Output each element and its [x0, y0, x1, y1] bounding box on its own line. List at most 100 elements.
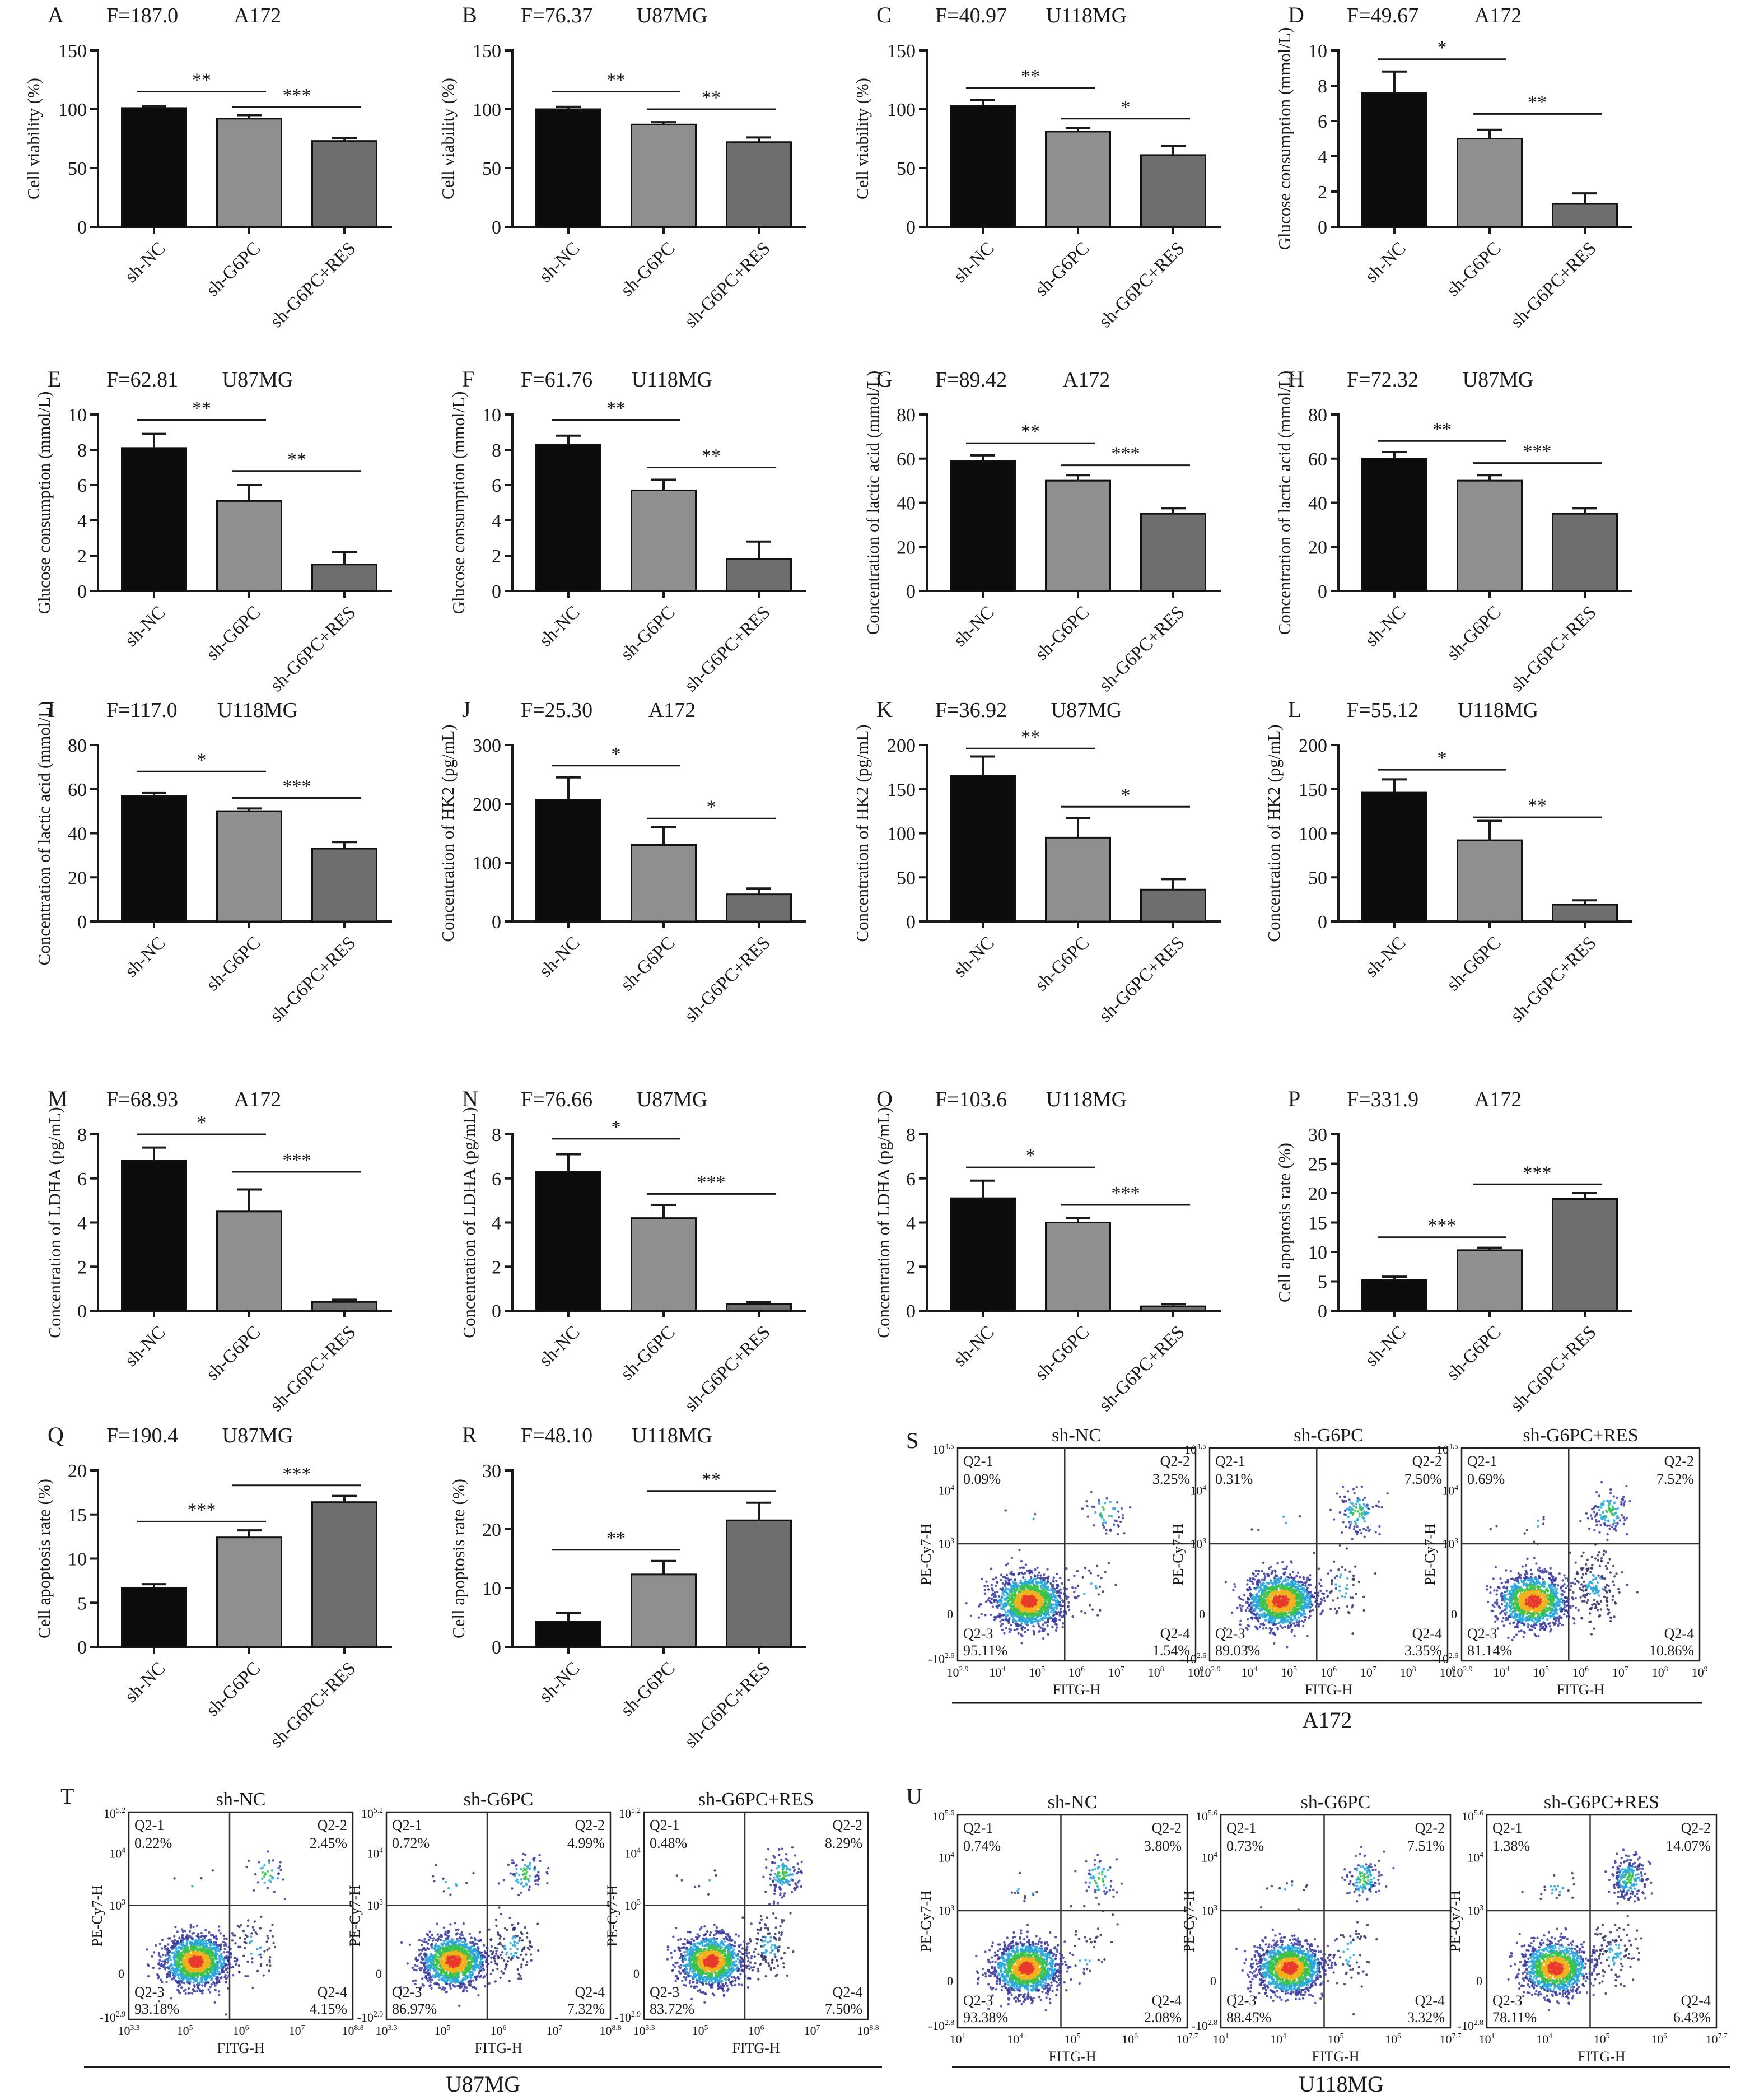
event-dot [1083, 1592, 1086, 1595]
event-dot [1044, 1607, 1047, 1610]
event-dot [1332, 1560, 1336, 1563]
bar-sh-g6pc [1045, 131, 1111, 228]
event-dot [1543, 1627, 1547, 1630]
event-dot [1032, 1517, 1035, 1520]
event-dot [1287, 1621, 1290, 1623]
event-dot [1345, 1525, 1347, 1528]
y-tick-label: 0 [906, 581, 916, 602]
event-dot [1263, 1572, 1266, 1575]
event-dot [1551, 1585, 1555, 1588]
bar-sh-nc [121, 795, 187, 923]
event-dot [1317, 1567, 1320, 1570]
event-dot [1319, 1589, 1322, 1593]
event-dot [1298, 1515, 1301, 1518]
event-dot [1291, 1612, 1294, 1615]
bar-sh-g6pc [631, 123, 697, 228]
event-dot [1305, 1581, 1308, 1584]
bar-sh-g6pc-res [311, 1501, 377, 1648]
event-dot [1248, 1586, 1251, 1589]
x-tick-label: sh-G6PC [203, 933, 265, 995]
y-tick-label: 100 [58, 100, 87, 120]
quadrant-percent: 0.09% [963, 1471, 1001, 1487]
event-dot [1511, 1591, 1514, 1594]
event-dot [1249, 1577, 1252, 1580]
event-dot [1247, 1618, 1249, 1621]
panel-letter: K [876, 697, 893, 722]
x-tick-label: sh-NC [121, 1658, 169, 1706]
event-dot [1055, 1599, 1058, 1603]
y-axis-label: Cell viability (%) [852, 78, 872, 199]
event-dot [1290, 1617, 1292, 1619]
event-dot [1368, 1529, 1370, 1533]
event-dot [991, 1594, 993, 1596]
y-axis-label: Glucose consumption (mmol/L) [1275, 27, 1294, 250]
event-dot [1332, 1599, 1334, 1602]
event-dot [1273, 1580, 1276, 1582]
event-dot [1339, 1576, 1342, 1579]
event-dot [1289, 1608, 1292, 1611]
x-tick-label: sh-G6PC+RES [267, 602, 360, 696]
bar-sh-nc [950, 1197, 1016, 1312]
x-tick-label: sh-G6PC+RES [681, 1658, 774, 1752]
event-dot [993, 1591, 997, 1594]
event-dot [1281, 1589, 1284, 1592]
y-axis-label: PE-Cy7-H [1170, 1524, 1186, 1585]
event-dot [1294, 1586, 1297, 1589]
event-dot [1532, 1620, 1535, 1623]
significance-label: ** [1021, 421, 1040, 442]
event-dot [1004, 1601, 1007, 1605]
event-dot [1517, 1572, 1520, 1575]
y-tick-label: 6 [492, 476, 501, 496]
event-dot [1548, 1586, 1551, 1589]
event-dot [1346, 1605, 1348, 1608]
y-tick-label: 150 [887, 41, 916, 62]
event-dot [1012, 1605, 1016, 1608]
bar-sh-nc [535, 799, 601, 923]
x-tick-label: sh-NC [950, 602, 998, 650]
event-dot [1073, 1590, 1076, 1594]
event-dot [1323, 1596, 1326, 1599]
event-dot [1289, 1591, 1292, 1594]
event-dot [1276, 1604, 1279, 1607]
event-dot [1276, 1626, 1279, 1629]
event-dot [1306, 1635, 1309, 1637]
y-tick-label: 4 [77, 511, 87, 532]
event-dot [1515, 1633, 1518, 1636]
event-dot [1275, 1595, 1277, 1598]
event-dot [1055, 1623, 1058, 1626]
event-dot [1055, 1607, 1058, 1610]
event-dot [1361, 1498, 1365, 1502]
y-tick-label: 0 [492, 581, 501, 602]
event-dot [1354, 1565, 1357, 1568]
event-dot [1558, 1615, 1561, 1618]
event-dot [1319, 1603, 1322, 1605]
significance-label: *** [697, 1172, 726, 1193]
event-dots [965, 1491, 1132, 1645]
event-dot [1247, 1624, 1250, 1627]
event-dot [1123, 1532, 1126, 1535]
event-dot [1336, 1575, 1339, 1577]
event-dot [1254, 1608, 1257, 1611]
bar-sh-nc [535, 108, 601, 228]
event-dot [1034, 1606, 1037, 1609]
cell-line-title: U87MG [637, 1088, 708, 1111]
event-dot [1521, 1565, 1524, 1568]
event-dot [1355, 1486, 1358, 1489]
event-dot [1509, 1622, 1511, 1625]
event-dot [1039, 1577, 1042, 1580]
y-tick-label: 10 [1308, 41, 1327, 62]
y-axis-label: Glucose consumption (mmol/L) [449, 392, 468, 614]
event-dot [1348, 1508, 1351, 1511]
event-dot [1254, 1575, 1257, 1578]
y-axis-label: Concentration of HK2 (pg/mL) [852, 724, 872, 942]
event-dot [1116, 1533, 1119, 1536]
x-tick-label: sh-NC [535, 238, 584, 286]
event-dot [1035, 1593, 1038, 1595]
event-dot [983, 1592, 987, 1595]
event-dot [1332, 1518, 1336, 1521]
event-dot [1501, 1591, 1504, 1595]
